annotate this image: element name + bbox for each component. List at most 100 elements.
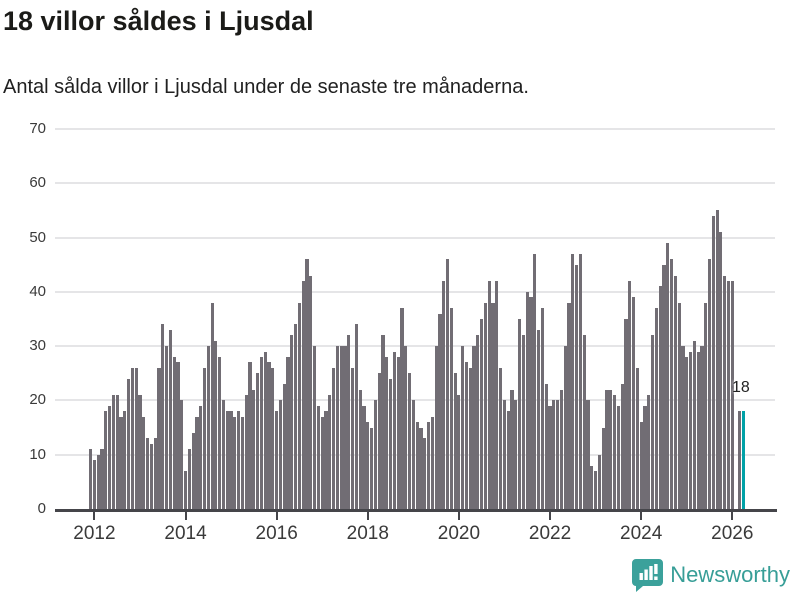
bar xyxy=(468,367,472,509)
bar xyxy=(145,438,150,509)
bar xyxy=(202,367,207,509)
bar xyxy=(214,340,218,509)
bar xyxy=(142,416,146,509)
bar xyxy=(119,416,123,509)
x-axis-tick-label: 2026 xyxy=(711,523,754,544)
bar xyxy=(256,373,260,509)
bar xyxy=(590,465,594,509)
bar xyxy=(271,367,275,509)
bar xyxy=(210,302,214,509)
bar xyxy=(631,297,636,509)
bar xyxy=(502,400,507,509)
x-axis-tick-label: 2012 xyxy=(73,523,116,544)
bar xyxy=(650,335,655,509)
x-axis-tick-label: 2016 xyxy=(255,523,298,544)
bar xyxy=(168,329,172,509)
bar xyxy=(328,394,332,509)
bar xyxy=(404,346,408,509)
bar xyxy=(199,405,203,509)
bar xyxy=(275,411,279,509)
bar xyxy=(388,378,393,509)
bar xyxy=(392,351,396,509)
bar xyxy=(628,280,632,509)
bar xyxy=(483,302,488,509)
bar xyxy=(700,346,704,509)
x-axis-line xyxy=(55,509,777,512)
bar xyxy=(294,324,298,509)
bar xyxy=(411,400,415,509)
bar xyxy=(449,308,453,509)
bar xyxy=(187,449,191,509)
bar xyxy=(620,384,624,509)
bar xyxy=(107,405,112,509)
bar xyxy=(707,259,712,509)
bar xyxy=(726,280,731,509)
bar xyxy=(476,335,480,509)
bar xyxy=(556,400,560,509)
y-axis-tick-label: 40 xyxy=(29,282,46,300)
x-axis-tick-label: 2020 xyxy=(437,523,481,544)
y-axis-tick-label: 10 xyxy=(29,445,46,463)
bar xyxy=(149,443,153,509)
y-axis-tick-label: 50 xyxy=(29,228,46,246)
bar xyxy=(518,318,522,509)
bar xyxy=(297,302,302,509)
bar xyxy=(305,259,309,509)
bar xyxy=(229,411,233,509)
x-axis-tick-label: 2024 xyxy=(620,523,663,544)
bar xyxy=(153,438,157,509)
bar xyxy=(692,340,696,509)
bar xyxy=(320,416,324,509)
y-axis-tick-label: 70 xyxy=(29,119,46,137)
bar xyxy=(499,367,503,509)
bar xyxy=(115,394,119,509)
bar xyxy=(571,253,575,509)
bar xyxy=(358,389,362,509)
bar xyxy=(290,335,294,509)
bar xyxy=(514,400,518,509)
gridline xyxy=(55,182,775,185)
bar xyxy=(567,302,571,509)
x-axis-tick xyxy=(366,512,369,520)
bar xyxy=(442,280,446,509)
bar xyxy=(639,422,643,509)
bar xyxy=(575,264,579,509)
bar xyxy=(506,411,510,509)
bar xyxy=(183,470,188,509)
bar xyxy=(286,356,290,509)
bar xyxy=(529,297,533,509)
gridline xyxy=(55,290,775,293)
bar xyxy=(594,470,598,509)
current-value-label: 18 xyxy=(732,379,750,396)
bar xyxy=(377,373,381,509)
bar xyxy=(669,259,674,509)
bar xyxy=(662,264,666,509)
bar xyxy=(96,454,100,509)
newsworthy-logo-icon xyxy=(632,558,664,592)
bar xyxy=(719,232,723,509)
bar xyxy=(430,416,434,509)
bar xyxy=(221,400,226,509)
bar xyxy=(609,389,613,509)
x-axis-tick xyxy=(184,512,187,520)
bar xyxy=(267,362,271,509)
bar xyxy=(601,427,605,509)
bar xyxy=(350,367,355,509)
chart-subtitle: Antal sålda villor i Ljusdal under de se… xyxy=(3,76,529,98)
bar xyxy=(605,389,609,509)
bar xyxy=(586,400,590,509)
bar xyxy=(688,351,693,509)
bar xyxy=(681,346,685,509)
bar xyxy=(206,346,210,509)
bar xyxy=(339,346,343,509)
bar xyxy=(369,427,374,509)
x-axis-tick xyxy=(731,512,734,520)
bar xyxy=(438,313,442,509)
bar xyxy=(309,275,313,509)
bar xyxy=(225,411,229,509)
bar xyxy=(130,367,134,509)
gridline xyxy=(55,345,775,348)
bar xyxy=(400,308,404,509)
gridline xyxy=(55,453,775,456)
bar xyxy=(658,286,662,509)
